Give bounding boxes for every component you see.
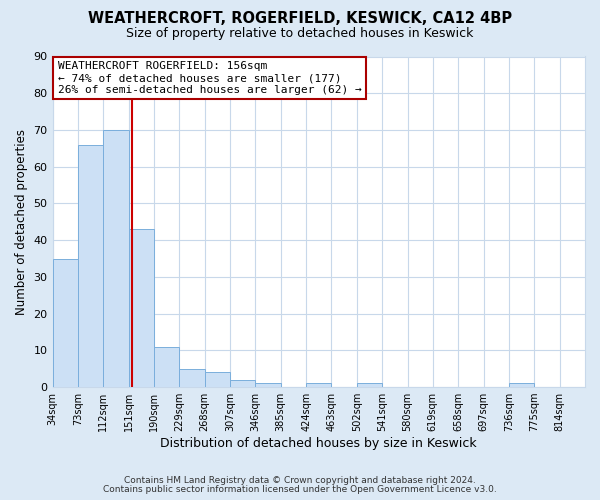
X-axis label: Distribution of detached houses by size in Keswick: Distribution of detached houses by size …: [160, 437, 477, 450]
Text: WEATHERCROFT, ROGERFIELD, KESWICK, CA12 4BP: WEATHERCROFT, ROGERFIELD, KESWICK, CA12 …: [88, 11, 512, 26]
Bar: [78, 144, 103, 387]
Bar: [128, 229, 154, 387]
Bar: [306, 384, 331, 387]
Bar: [154, 346, 179, 387]
Bar: [230, 380, 256, 387]
Bar: [205, 372, 230, 387]
Bar: [179, 368, 205, 387]
Text: WEATHERCROFT ROGERFIELD: 156sqm
← 74% of detached houses are smaller (177)
26% o: WEATHERCROFT ROGERFIELD: 156sqm ← 74% of…: [58, 62, 362, 94]
Text: Size of property relative to detached houses in Keswick: Size of property relative to detached ho…: [127, 28, 473, 40]
Y-axis label: Number of detached properties: Number of detached properties: [15, 129, 28, 315]
Bar: [256, 384, 281, 387]
Text: Contains public sector information licensed under the Open Government Licence v3: Contains public sector information licen…: [103, 484, 497, 494]
Bar: [103, 130, 128, 387]
Bar: [509, 384, 534, 387]
Bar: [53, 258, 78, 387]
Text: Contains HM Land Registry data © Crown copyright and database right 2024.: Contains HM Land Registry data © Crown c…: [124, 476, 476, 485]
Bar: [357, 384, 382, 387]
